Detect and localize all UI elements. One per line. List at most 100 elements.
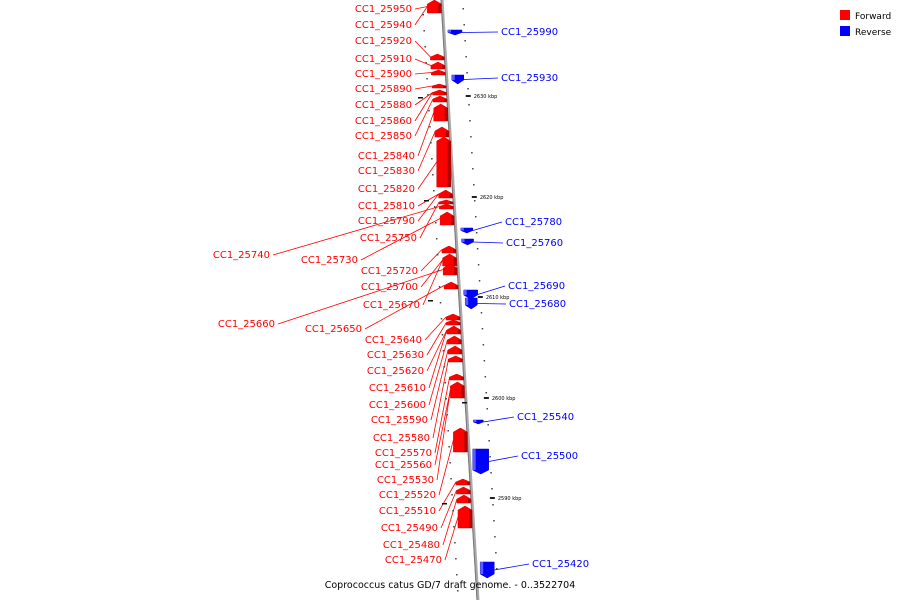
forward-leader-line — [277, 269, 444, 325]
forward-gene-shade — [464, 432, 468, 452]
forward-gene-label: CC1_25670 — [363, 300, 420, 311]
minor-tick-dot — [447, 430, 449, 432]
forward-leader-line — [442, 498, 458, 546]
forward-gene-shade — [459, 350, 462, 354]
minor-tick-dot — [464, 40, 466, 42]
forward-leader-line — [414, 6, 428, 26]
forward-gene-label: CC1_25640 — [365, 335, 422, 346]
minor-tick-dot — [424, 46, 426, 48]
forward-gene-label: CC1_25610 — [369, 383, 426, 394]
reverse-gene-label: CC1_25420 — [532, 559, 589, 570]
genome-caption: Coprococcus catus GD/7 draft genome. - 0… — [325, 580, 576, 591]
minor-tick-dot — [495, 552, 497, 554]
forward-gene-shade — [444, 108, 448, 121]
minor-tick-dot — [468, 104, 470, 106]
forward-leader-line — [438, 439, 454, 496]
forward-leader-line — [440, 490, 457, 529]
genome-axis — [440, 0, 480, 600]
minor-tick-dot — [488, 440, 490, 442]
minor-tick-dot — [475, 232, 478, 234]
forward-gene-shade — [447, 141, 451, 187]
forward-leader-line — [426, 329, 448, 372]
forward-gene-label: CC1_25730 — [301, 255, 358, 266]
minor-tick-dot — [449, 462, 451, 464]
minor-tick-dot — [444, 382, 447, 384]
forward-leader-line — [430, 349, 449, 421]
forward-gene-label: CC1_25620 — [367, 366, 424, 377]
forward-gene-shade — [451, 216, 455, 225]
forward-gene-label: CC1_25940 — [355, 20, 412, 31]
reverse-gene-shade — [461, 239, 465, 242]
forward-gene-shade — [467, 499, 471, 503]
forward-gene-label: CC1_25860 — [355, 116, 412, 127]
forward-gene-label: CC1_25740 — [213, 250, 270, 261]
forward-gene-label: CC1_25520 — [379, 490, 436, 501]
forward-leader-line — [417, 193, 439, 222]
minor-tick-dot — [483, 360, 486, 362]
forward-leader-line — [436, 389, 451, 481]
feature-mark — [418, 97, 423, 99]
reverse-gene-shade — [465, 298, 469, 305]
feature-mark — [462, 402, 467, 404]
forward-leader-line — [414, 85, 433, 90]
minor-tick-dot — [437, 270, 440, 272]
legend-reverse-swatch — [840, 26, 850, 36]
forward-gene-label: CC1_25650 — [305, 324, 362, 335]
forward-gene-label: CC1_25810 — [358, 201, 415, 212]
minor-tick-dot — [474, 216, 477, 218]
minor-tick-dot — [474, 200, 476, 202]
minor-tick-dot — [452, 510, 454, 512]
forward-leader-line — [434, 389, 451, 466]
minor-tick-dot — [478, 280, 481, 282]
forward-gene-label: CC1_25720 — [361, 266, 418, 277]
forward-gene-label: CC1_25530 — [377, 475, 434, 486]
forward-gene-label: CC1_25660 — [218, 319, 275, 330]
forward-gene-label: CC1_25600 — [369, 400, 426, 411]
minor-tick-dot — [428, 110, 430, 112]
minor-tick-dot — [492, 504, 494, 506]
minor-tick-dot — [493, 520, 495, 522]
minor-tick-dot — [489, 456, 491, 458]
reverse-gene-label: CC1_25930 — [501, 73, 558, 84]
forward-gene-shade — [450, 202, 454, 204]
minor-tick-dot — [497, 584, 499, 586]
minor-tick-dot — [481, 328, 484, 330]
minor-tick-dot — [441, 334, 444, 336]
forward-gene-shade — [445, 131, 449, 137]
minor-tick-dot — [491, 488, 493, 490]
minor-tick-dot — [486, 408, 488, 410]
minor-tick-dot — [465, 56, 467, 58]
forward-gene-shade — [443, 92, 447, 95]
legend-forward-label: Forward — [855, 12, 891, 22]
reverse-gene-shade — [447, 30, 451, 33]
reverse-leader-line — [477, 285, 506, 295]
reverse-gene-shade — [451, 75, 455, 80]
minor-tick-dot — [423, 30, 425, 32]
forward-gene-label: CC1_25840 — [358, 151, 415, 162]
minor-tick-dot — [432, 174, 434, 176]
kbp-tick-mark — [471, 196, 477, 198]
kbp-tick-label: 2590 kbp — [498, 496, 522, 502]
minor-tick-dot — [469, 120, 471, 122]
reverse-gene-shade — [463, 290, 467, 295]
forward-gene-shade — [449, 194, 453, 198]
minor-tick-dot — [454, 542, 456, 544]
forward-leader-line — [422, 259, 443, 306]
forward-gene-label: CC1_25750 — [360, 233, 417, 244]
minor-tick-dot — [422, 14, 424, 16]
reverse-gene-label: CC1_25760 — [506, 238, 563, 249]
minor-tick-dot — [490, 472, 492, 474]
minor-tick-dot — [467, 88, 469, 90]
kbp-tick-mark — [483, 397, 489, 399]
forward-leader-line — [272, 206, 440, 256]
forward-gene-label: CC1_25890 — [355, 84, 412, 95]
forward-leader-line — [417, 161, 438, 190]
forward-leader-line — [420, 249, 443, 272]
minor-tick-dot — [431, 158, 433, 160]
forward-gene-label: CC1_25880 — [355, 100, 412, 111]
forward-gene-shade — [461, 386, 465, 398]
forward-gene-label: CC1_25490 — [381, 523, 438, 534]
minor-tick-dot — [462, 8, 464, 10]
forward-leader-line — [414, 98, 434, 137]
minor-tick-dot — [470, 136, 472, 138]
